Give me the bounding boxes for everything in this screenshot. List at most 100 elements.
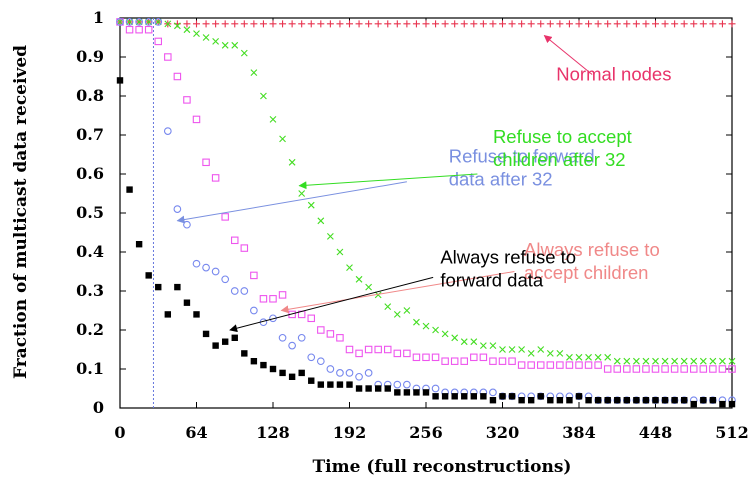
data-point xyxy=(298,190,306,197)
data-point xyxy=(517,361,526,369)
data-point xyxy=(508,20,516,28)
data-point xyxy=(125,18,134,26)
data-point xyxy=(125,25,134,34)
axes: 0 64 128 192 256 320 384 448 512 0 0.1 0.2 0.3 0.4 0.5… xyxy=(76,8,749,442)
data-point xyxy=(221,338,229,345)
data-point xyxy=(374,20,382,28)
data-point xyxy=(575,393,583,400)
data-point xyxy=(613,357,621,365)
data-point xyxy=(680,396,689,405)
x-tick-label: 448 xyxy=(639,423,672,442)
x-tick-label: 256 xyxy=(409,423,442,442)
data-point xyxy=(441,20,449,28)
data-point xyxy=(632,365,641,373)
data-point xyxy=(135,18,143,26)
data-point xyxy=(240,287,249,295)
x-tick-label: 320 xyxy=(486,423,519,442)
data-point xyxy=(345,369,354,377)
data-point xyxy=(173,205,182,213)
annotation-text: Refuse to forward xyxy=(449,145,595,166)
data-point xyxy=(632,20,640,28)
data-point xyxy=(508,392,516,401)
data-point xyxy=(145,18,153,26)
data-point xyxy=(403,380,411,389)
data-point xyxy=(154,18,163,26)
data-point xyxy=(642,365,650,373)
data-point xyxy=(412,20,420,28)
y-tick-label: 0.8 xyxy=(76,86,104,105)
data-point xyxy=(527,361,535,369)
data-point xyxy=(288,158,296,166)
data-point xyxy=(183,96,191,104)
annotation-arrow xyxy=(298,173,478,190)
data-point xyxy=(613,20,621,28)
data-point xyxy=(413,389,420,396)
data-point xyxy=(231,236,239,245)
data-point xyxy=(489,357,497,365)
data-point xyxy=(278,291,287,299)
data-point xyxy=(374,291,382,299)
data-point xyxy=(393,311,401,318)
data-point xyxy=(623,365,631,373)
data-point xyxy=(193,311,200,318)
data-point xyxy=(670,365,679,373)
data-point xyxy=(546,361,555,369)
data-point xyxy=(355,385,363,392)
data-point xyxy=(632,357,640,365)
data-point xyxy=(383,345,392,354)
x-tick-label: 384 xyxy=(562,423,595,442)
data-point xyxy=(240,49,248,57)
data-point xyxy=(566,397,573,404)
data-point xyxy=(116,18,124,26)
data-point xyxy=(317,217,325,225)
data-point xyxy=(518,346,526,353)
data-point xyxy=(461,393,468,400)
data-point xyxy=(164,311,172,318)
data-point xyxy=(221,213,229,221)
x-axis-title: Time (full reconstructions) xyxy=(313,457,572,477)
data-point xyxy=(212,342,219,349)
data-point xyxy=(556,397,564,404)
data-point xyxy=(508,346,516,353)
data-point xyxy=(499,393,506,400)
data-point xyxy=(126,18,133,26)
annotation-arrow xyxy=(543,35,593,75)
data-point xyxy=(183,20,191,28)
data-point xyxy=(355,349,363,358)
data-point xyxy=(193,30,200,37)
data-point xyxy=(699,20,707,28)
data-point xyxy=(661,396,669,405)
data-point xyxy=(633,397,640,404)
data-point xyxy=(709,396,717,405)
data-point xyxy=(308,377,315,384)
data-point xyxy=(499,346,506,353)
data-point xyxy=(661,20,669,28)
data-point xyxy=(642,357,650,365)
data-point xyxy=(279,369,286,377)
x-tick-label: 0 xyxy=(114,423,125,442)
data-point xyxy=(307,314,315,323)
data-point xyxy=(116,77,124,84)
data-point xyxy=(365,283,373,291)
data-point xyxy=(652,20,659,28)
data-point xyxy=(489,342,497,349)
data-point xyxy=(327,381,334,388)
data-point xyxy=(613,365,621,373)
data-point xyxy=(603,396,612,405)
data-point xyxy=(326,20,334,28)
y-tick-label: 0 xyxy=(93,398,104,417)
data-point xyxy=(527,20,535,28)
data-point xyxy=(460,20,468,28)
data-point xyxy=(326,330,335,338)
data-point xyxy=(680,357,688,365)
annotation-arrow xyxy=(229,276,434,333)
data-point xyxy=(298,20,306,28)
data-point xyxy=(307,201,315,209)
data-point xyxy=(231,20,239,28)
data-point xyxy=(317,20,325,28)
data-point xyxy=(288,20,296,28)
data-point xyxy=(661,397,669,404)
data-point xyxy=(374,385,382,392)
data-point xyxy=(202,263,210,272)
data-point xyxy=(700,397,707,404)
